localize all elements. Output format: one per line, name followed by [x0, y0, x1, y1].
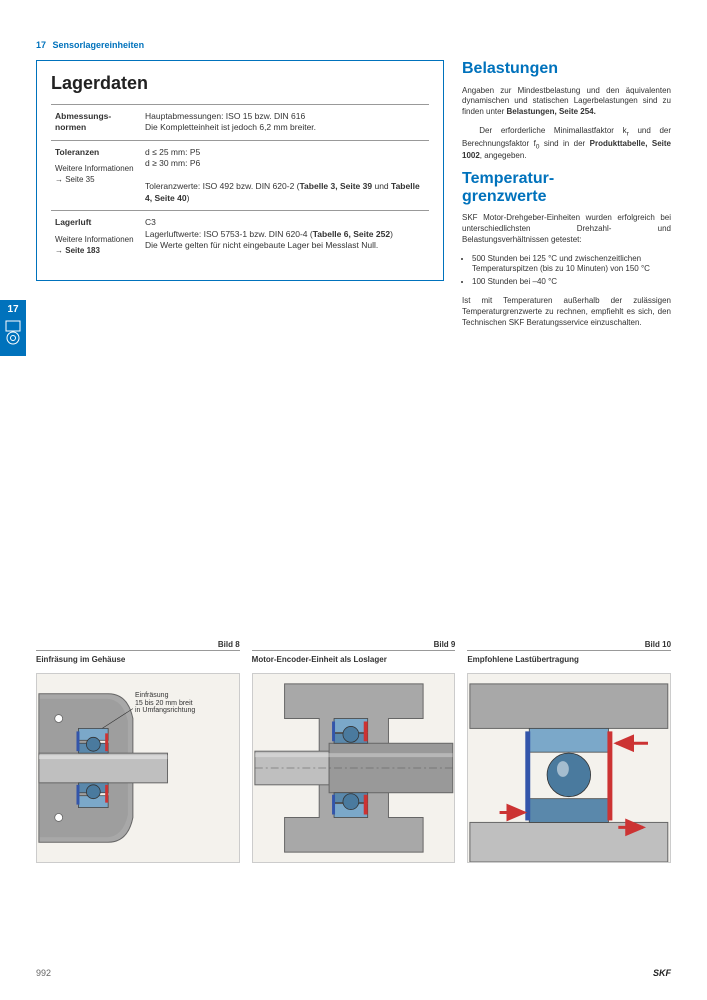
para: Ist mit Temperaturen außerhalb der zuläs…	[462, 296, 671, 328]
brand-logo: SKF	[653, 968, 671, 978]
figure-caption: Empfohlene Lastübertragung	[467, 655, 671, 667]
row-content: d ≤ 25 mm: P5d ≥ 30 mm: P6Toleranzwerte:…	[141, 140, 429, 210]
section-title: Belastungen	[462, 60, 671, 78]
para: SKF Motor-Drehgeber-Einheiten wurden erf…	[462, 213, 671, 245]
figure: Bild 8 Einfräsung im Gehäuse Einfräsung15 …	[36, 640, 240, 863]
side-tab: 17	[0, 300, 26, 356]
row-content: C3Lagerluftwerte: ISO 5753-1 bzw. DIN 62…	[141, 211, 429, 263]
tab-number: 17	[7, 304, 18, 315]
figure-label: Bild 9	[252, 640, 456, 651]
lagerdaten-box: Lagerdaten Abmessungs-normenHauptabmessu…	[36, 60, 444, 281]
row-label: LagerluftWeitere Informationen→ Seite 18…	[51, 211, 141, 263]
figure-caption: Motor-Encoder-Einheit als Loslager	[252, 655, 456, 667]
figure-caption: Einfräsung im Gehäuse	[36, 655, 240, 667]
figure-note: Einfräsung15 bis 20 mm breitin Umfangsri…	[135, 692, 195, 715]
chapter-title: Sensorlagereinheiten	[53, 40, 145, 50]
figure-label: Bild 8	[36, 640, 240, 651]
right-column: Belastungen Angaben zur Mindestbelastung …	[462, 60, 671, 336]
para: Angaben zur Mindestbelastung und den äqu…	[462, 86, 671, 118]
chapter-number: 17	[36, 40, 46, 50]
figure-image	[467, 673, 671, 863]
box-title: Lagerdaten	[51, 73, 429, 94]
figure-image	[252, 673, 456, 863]
row-content: Hauptabmessungen: ISO 15 bzw. DIN 616Die…	[141, 105, 429, 141]
page-header: 17 Sensorlagereinheiten	[36, 40, 671, 50]
page-number: 992	[36, 968, 51, 978]
figure: Bild 10 Empfohlene Lastübertragung	[467, 640, 671, 863]
figure-label: Bild 10	[467, 640, 671, 651]
page-footer: 992 SKF	[36, 968, 671, 978]
list-item: 100 Stunden bei –40 °C	[472, 277, 671, 288]
figure-image: Einfräsung15 bis 20 mm breitin Umfangsri…	[36, 673, 240, 863]
para: Der erforderliche Minimallastfaktor kr u…	[462, 126, 671, 162]
list-item: 500 Stunden bei 125 °C und zwischenzeitl…	[472, 254, 671, 276]
lagerdaten-table: Abmessungs-normenHauptabmessungen: ISO 1…	[51, 104, 429, 262]
bearing-icon	[4, 319, 22, 347]
row-label: Abmessungs-normen	[51, 105, 141, 141]
list: 500 Stunden bei 125 °C und zwischenzeitl…	[462, 254, 671, 288]
section-title: Temperatur-grenzwerte	[462, 170, 671, 205]
row-label: ToleranzenWeitere Informationen→ Seite 3…	[51, 140, 141, 210]
figure: Bild 9 Motor-Encoder-Einheit als Loslager	[252, 640, 456, 863]
